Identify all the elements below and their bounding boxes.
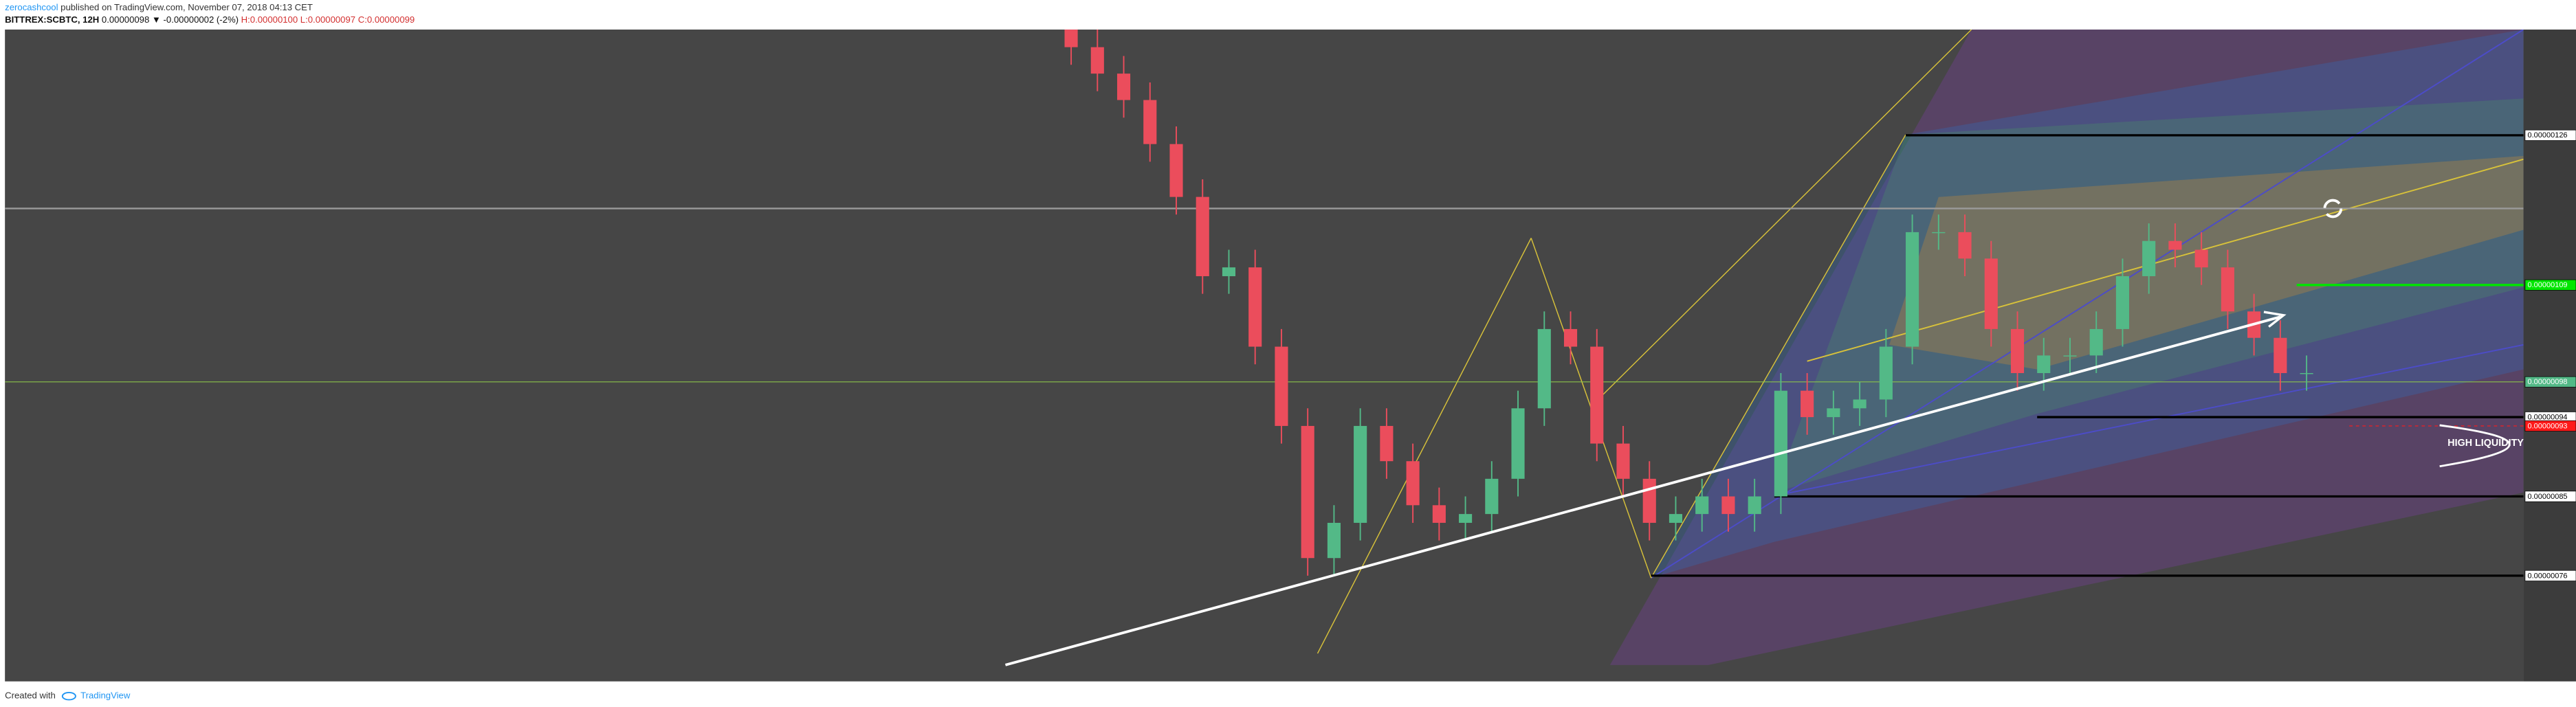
candle-body	[1616, 443, 1630, 479]
ohlc-line: BITTREX:SCBTC, 12H 0.00000098 ▼ -0.00000…	[5, 14, 415, 25]
median-line	[1807, 158, 2524, 362]
candle-body	[1879, 346, 1893, 400]
candle-body	[1485, 478, 1499, 515]
candle-body	[1642, 478, 1656, 523]
price-label: 0.00000126	[2528, 131, 2568, 139]
candle-body	[1301, 425, 1314, 559]
price-label: 0.00000076	[2528, 572, 2568, 580]
annotations: HIGH LIQUIDITY	[1004, 199, 2524, 666]
candle-body	[2115, 276, 2130, 329]
candle-body	[1116, 74, 1131, 100]
candle-body	[1511, 408, 1525, 479]
price-label-bg	[2524, 376, 2576, 388]
candle-body	[1196, 197, 1209, 276]
footer-created: Created with	[5, 691, 56, 701]
candle-body	[2274, 337, 2287, 374]
candle-body	[1143, 100, 1157, 144]
candle-body	[1932, 232, 1946, 234]
trend-line	[1589, 30, 1972, 408]
candle-body	[1748, 496, 1761, 515]
price-label-bg	[2524, 279, 2576, 291]
low: L:0.00000097	[300, 14, 355, 25]
candle-body	[2037, 355, 2051, 374]
candle-body	[1537, 328, 1551, 409]
candle-body	[1906, 232, 1919, 347]
candle-body	[2063, 355, 2077, 357]
brand-logo	[61, 692, 76, 701]
candle-body	[1695, 496, 1709, 515]
symbol: BITTREX:SCBTC, 12H	[5, 14, 99, 25]
candle-body	[1721, 496, 1735, 515]
price-label: 0.00000093	[2528, 422, 2568, 430]
high: H:0.00000100	[241, 14, 298, 25]
header-line: zerocashcool published on TradingView.co…	[5, 2, 313, 12]
candle-body	[2010, 328, 2025, 374]
arrow-head	[2263, 311, 2287, 328]
price-label: 0.00000098	[2528, 378, 2568, 386]
change: ▼ -0.00000002 (-2%)	[152, 14, 239, 25]
price-label: 0.00000085	[2528, 493, 2568, 501]
candle-body	[2089, 328, 2103, 356]
price-label: 0.00000094	[2528, 413, 2568, 421]
author[interactable]: zerocashcool	[5, 2, 58, 12]
pitchfork-line	[1774, 344, 2524, 497]
candle-body	[1801, 390, 1814, 418]
candle-body	[2300, 373, 2313, 374]
trend-line	[1317, 238, 1532, 654]
candle-body	[2168, 240, 2182, 250]
candle-body	[1669, 514, 1683, 523]
open: 0.00000098	[102, 14, 149, 25]
candle-body	[1590, 346, 1604, 444]
refresh-icon	[2323, 199, 2343, 218]
footer-brand[interactable]: TradingView	[80, 691, 131, 701]
candle-body	[2142, 240, 2156, 276]
pitchfork-line	[1651, 30, 2524, 579]
price-label: 0.00000109	[2528, 281, 2568, 289]
candles	[1064, 30, 2313, 576]
candle-body	[2194, 249, 2208, 268]
support-line	[1004, 315, 2281, 666]
candle-body	[1090, 47, 1104, 74]
pitchfork-zone	[1774, 98, 2524, 493]
candle-body	[1380, 425, 1394, 462]
published: published on TradingView.com, November 0…	[60, 2, 313, 12]
annotation: HIGH LIQUIDITY	[2447, 438, 2524, 449]
candle-body	[1327, 522, 1341, 559]
candle-body	[1248, 267, 1262, 347]
candle-body	[1774, 390, 1787, 497]
candle-body	[1958, 232, 1972, 259]
candle-body	[1459, 514, 1473, 523]
candle-body	[1406, 461, 1420, 506]
price-label-bg	[2524, 420, 2576, 431]
candle-body	[1222, 267, 1236, 276]
candle-body	[1563, 328, 1578, 347]
candle-body	[1064, 30, 1078, 47]
candle-body	[1827, 408, 1840, 418]
price-axis	[2523, 30, 2576, 682]
candle-body	[1984, 258, 1998, 329]
candle-body	[1275, 346, 1288, 426]
candle-body	[2221, 267, 2234, 312]
levels: 0.00000126 0.00000109 0.00000098 0.00000094…	[5, 129, 2576, 581]
curved-arrow	[2439, 424, 2511, 468]
price-label-bg	[2524, 129, 2576, 141]
price-label-bg	[2524, 570, 2576, 581]
price-label-bg	[2524, 491, 2576, 502]
candle-body	[1432, 505, 1446, 523]
candle-body	[1169, 144, 1183, 197]
pitchfork-zone	[1609, 30, 2524, 665]
plot-area	[5, 30, 2524, 682]
candle-body	[1354, 425, 1367, 523]
candle-body	[1853, 399, 1867, 409]
close: C:0.00000099	[358, 14, 415, 25]
